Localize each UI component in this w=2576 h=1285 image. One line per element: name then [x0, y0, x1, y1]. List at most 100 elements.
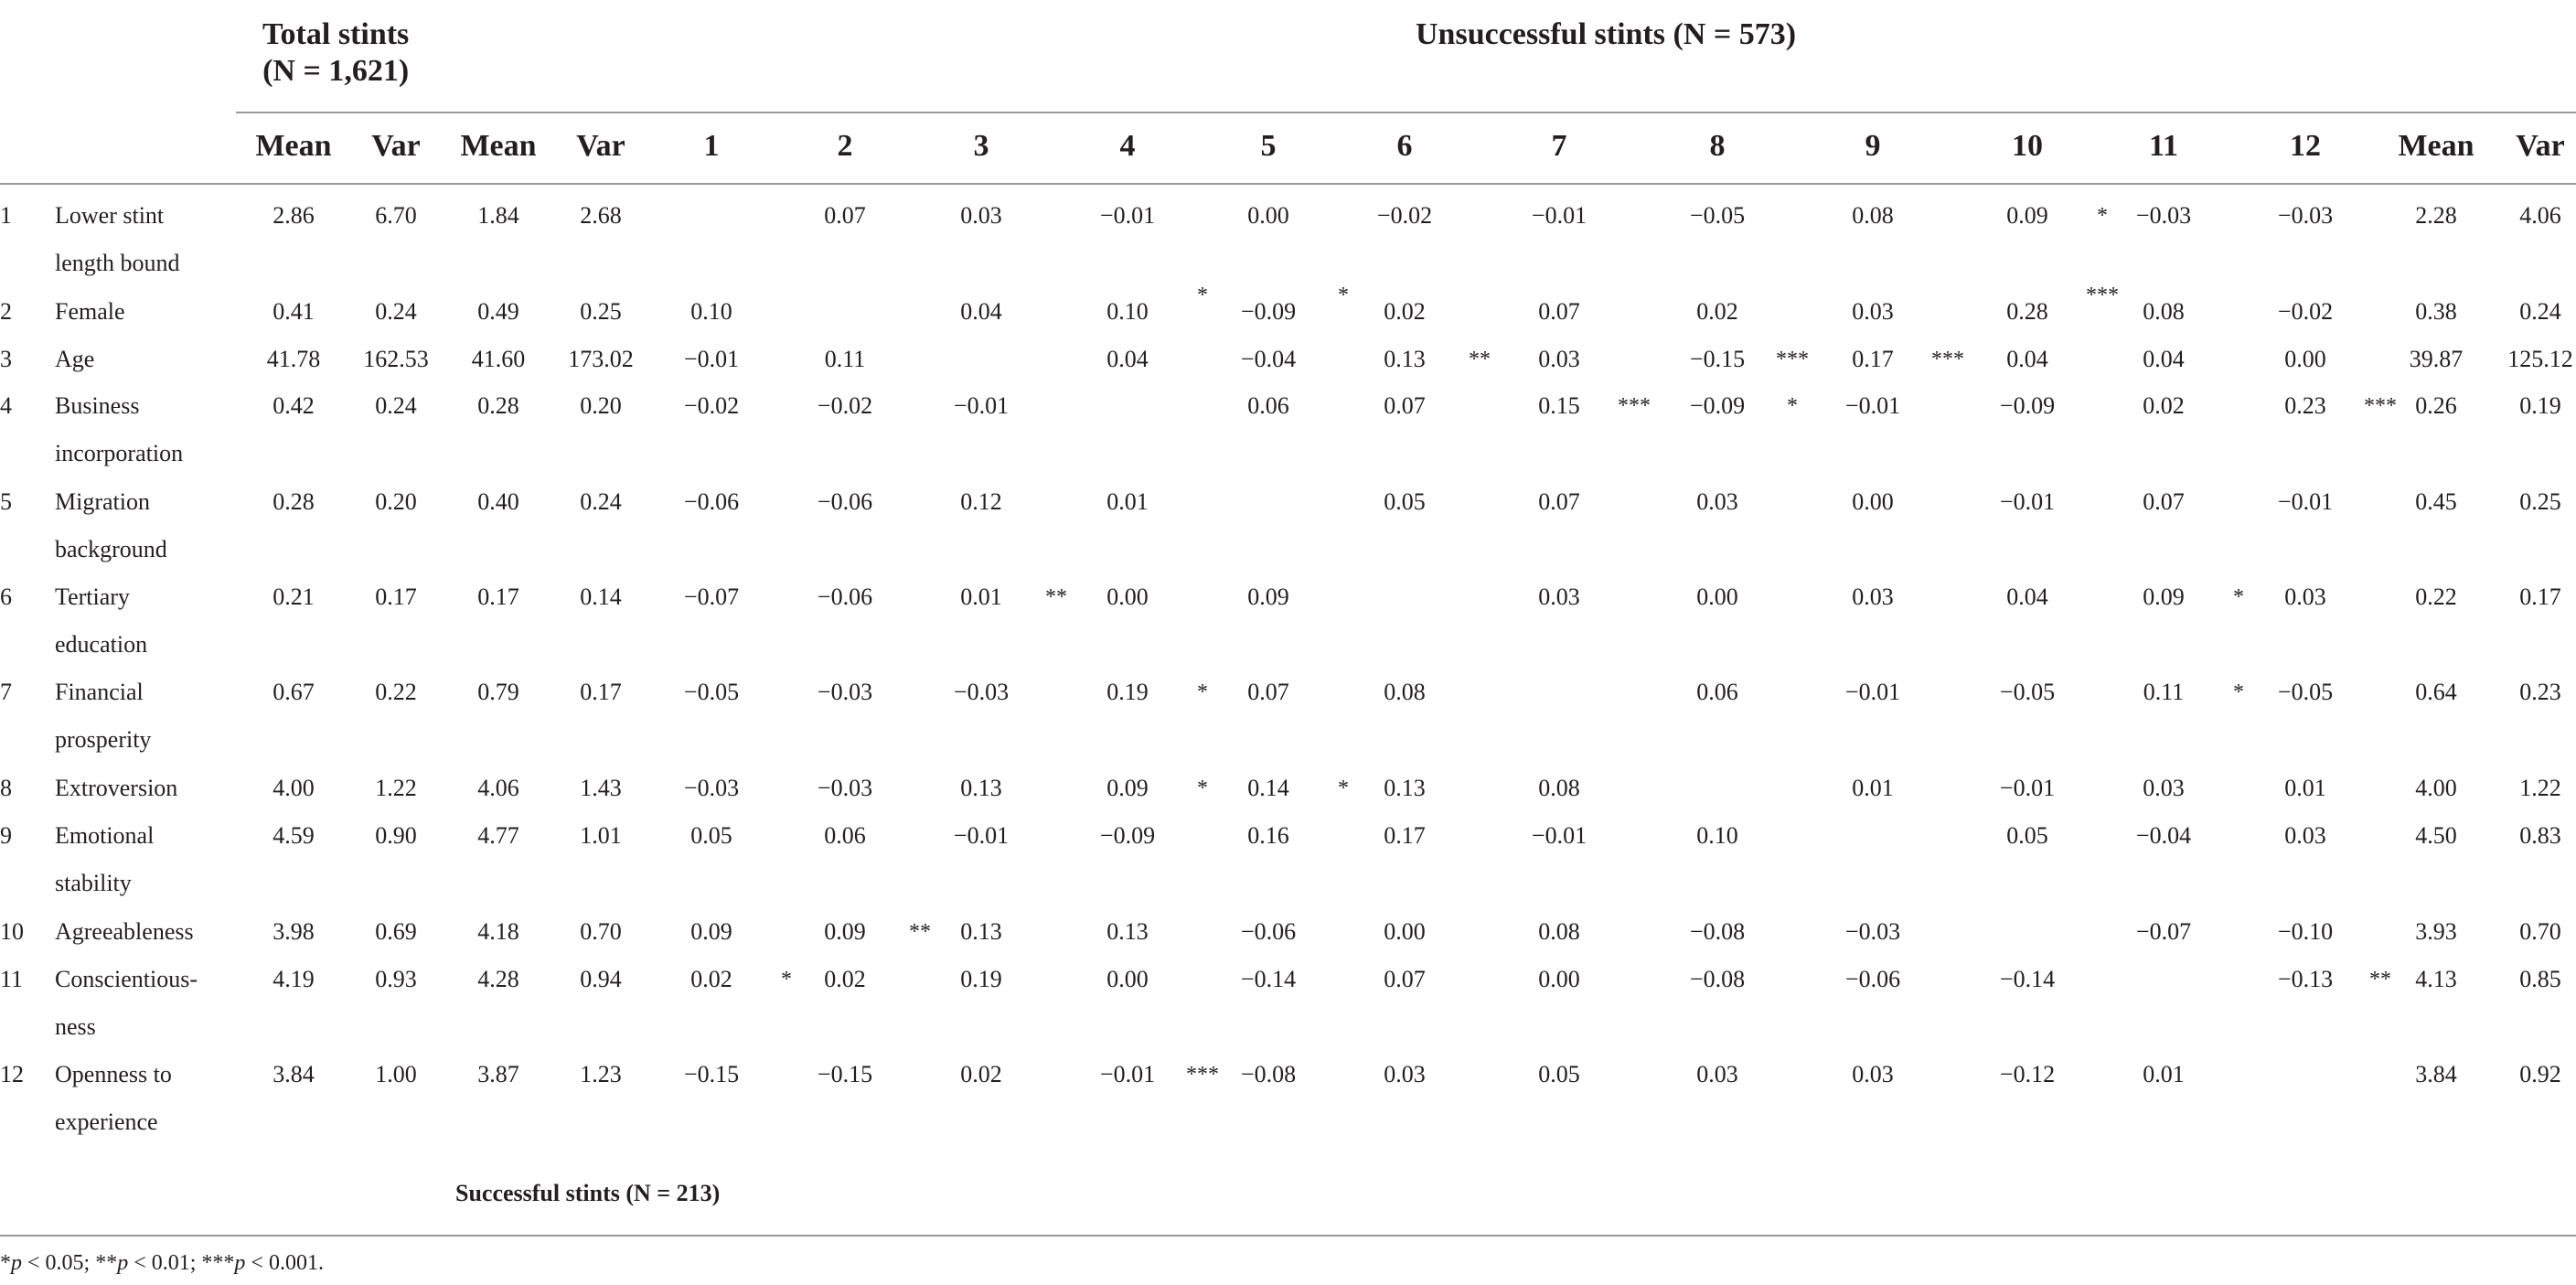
table-cell: 0.13	[1106, 918, 1149, 945]
row-label-line: Extroversion	[55, 775, 178, 801]
table-cell: 4.06	[477, 775, 519, 801]
table-cell: 0.07	[1538, 488, 1580, 515]
column-header: 6	[1396, 129, 1413, 163]
table-cell: 0.09	[1106, 775, 1149, 801]
column-header: 12	[2290, 129, 2321, 163]
column-header: Mean	[255, 129, 332, 163]
table-cell: 0.25	[580, 298, 622, 325]
significance-stars: *	[2233, 585, 2244, 609]
table-cell: −0.09	[1240, 298, 1297, 325]
footer-rule	[0, 1235, 2576, 1237]
row-number: 9	[0, 822, 12, 849]
table-cell: 0.09	[1247, 584, 1289, 610]
table-cell: 1.22	[375, 775, 417, 801]
column-header: Var	[576, 129, 625, 163]
table-cell: 0.01	[960, 584, 1002, 610]
table-cell: 39.87	[2409, 346, 2464, 372]
table-cell: 0.24	[375, 298, 417, 325]
table-cell: 4.28	[477, 966, 519, 992]
table-cell: 0.90	[375, 822, 417, 849]
table-cell: 0.83	[2519, 822, 2561, 849]
table-cell: −0.01	[683, 346, 740, 372]
table-cell: −0.01	[1999, 775, 2056, 801]
table-cell: 0.15	[1538, 392, 1580, 419]
significance-stars: *	[1197, 284, 1208, 307]
table-cell: 2.68	[580, 202, 622, 229]
significance-stars: **	[1045, 585, 1067, 609]
table-cell: 0.26	[2415, 392, 2457, 419]
table-cell: −0.07	[2135, 918, 2192, 945]
table-cell: 0.08	[1538, 918, 1580, 945]
row-number: 7	[0, 679, 12, 705]
significance-stars: *	[1338, 776, 1349, 800]
table-cell: 0.10	[1696, 822, 1738, 849]
table-cell: 0.24	[375, 392, 417, 419]
column-header: Mean	[2398, 129, 2474, 163]
table-cell: 0.20	[580, 392, 622, 419]
table-cell: −0.01	[1099, 1061, 1156, 1087]
table-cell: 4.06	[2519, 202, 2561, 229]
total-stints-title: Total stints (N = 1,621)	[262, 17, 410, 88]
table-cell: −0.07	[683, 584, 740, 610]
table-cell: 0.85	[2519, 966, 2561, 992]
row-label-line: stability	[55, 870, 132, 896]
table-cell: 0.69	[375, 918, 417, 945]
row-label-line: prosperity	[55, 726, 152, 753]
table-cell: 0.02	[824, 966, 866, 992]
table-cell: 0.08	[2143, 298, 2185, 325]
table-cell: −0.14	[1240, 966, 1297, 992]
row-label: Extroversion	[55, 765, 177, 812]
table-cell: 0.07	[2143, 488, 2185, 515]
table-cell: −0.08	[1689, 918, 1746, 945]
significance-stars: *	[781, 968, 792, 991]
table-cell: 162.53	[363, 346, 429, 372]
table-cell: −0.01	[1099, 202, 1156, 229]
table-cell: 0.22	[2415, 584, 2457, 610]
table-cell: 0.07	[1538, 298, 1580, 325]
table-cell: −0.15	[817, 1061, 873, 1087]
table-cell: 4.13	[2415, 966, 2457, 992]
table-cell: −0.01	[1844, 392, 1901, 419]
row-number: 10	[0, 918, 24, 945]
table-cell: −0.06	[1844, 966, 1901, 992]
table-cell: −0.02	[683, 392, 740, 419]
column-header: Mean	[460, 129, 537, 163]
row-label-line: length bound	[55, 250, 180, 276]
table-cell: 4.00	[273, 775, 315, 801]
table-cell: 0.40	[477, 488, 519, 515]
table-cell: −0.04	[1240, 346, 1297, 372]
significance-stars: ***	[1776, 348, 1809, 371]
table-cell: 0.28	[2006, 298, 2048, 325]
significance-stars: **	[1469, 348, 1491, 371]
table-cell: 0.00	[2284, 346, 2326, 372]
table-cell: −0.05	[683, 679, 740, 705]
table-cell: −0.06	[683, 488, 740, 515]
row-label-line: Openness to	[55, 1061, 172, 1087]
table-cell: −0.15	[1689, 346, 1746, 372]
row-number: 11	[0, 966, 24, 992]
table-cell: −0.04	[2135, 822, 2192, 849]
row-label: Emotional stability	[55, 812, 154, 907]
table-cell: 0.06	[1696, 679, 1738, 705]
table-cell: 0.02	[960, 1061, 1002, 1087]
table-cell: 0.00	[1852, 488, 1894, 515]
column-header: 11	[2148, 129, 2179, 163]
table-cell: −0.09	[1689, 392, 1746, 419]
table-cell: 41.78	[266, 346, 321, 372]
column-header: 7	[1551, 129, 1567, 163]
row-number: 12	[0, 1061, 24, 1087]
table-cell: −0.01	[953, 822, 1010, 849]
table-cell: 0.14	[1247, 775, 1289, 801]
row-label-line: background	[55, 536, 167, 562]
row-label-line: incorporation	[55, 440, 184, 466]
table-cell: 0.06	[1247, 392, 1289, 419]
table-cell: 0.17	[1384, 822, 1426, 849]
table-cell: 0.19	[960, 966, 1002, 992]
table-cell: 6.70	[375, 202, 417, 229]
table-cell: 0.07	[824, 202, 866, 229]
row-label-line: Business	[55, 392, 140, 419]
row-number: 3	[0, 346, 12, 372]
row-label: Age	[55, 336, 94, 383]
row-label: Agreeableness	[55, 908, 194, 956]
column-header: Var	[371, 129, 421, 163]
